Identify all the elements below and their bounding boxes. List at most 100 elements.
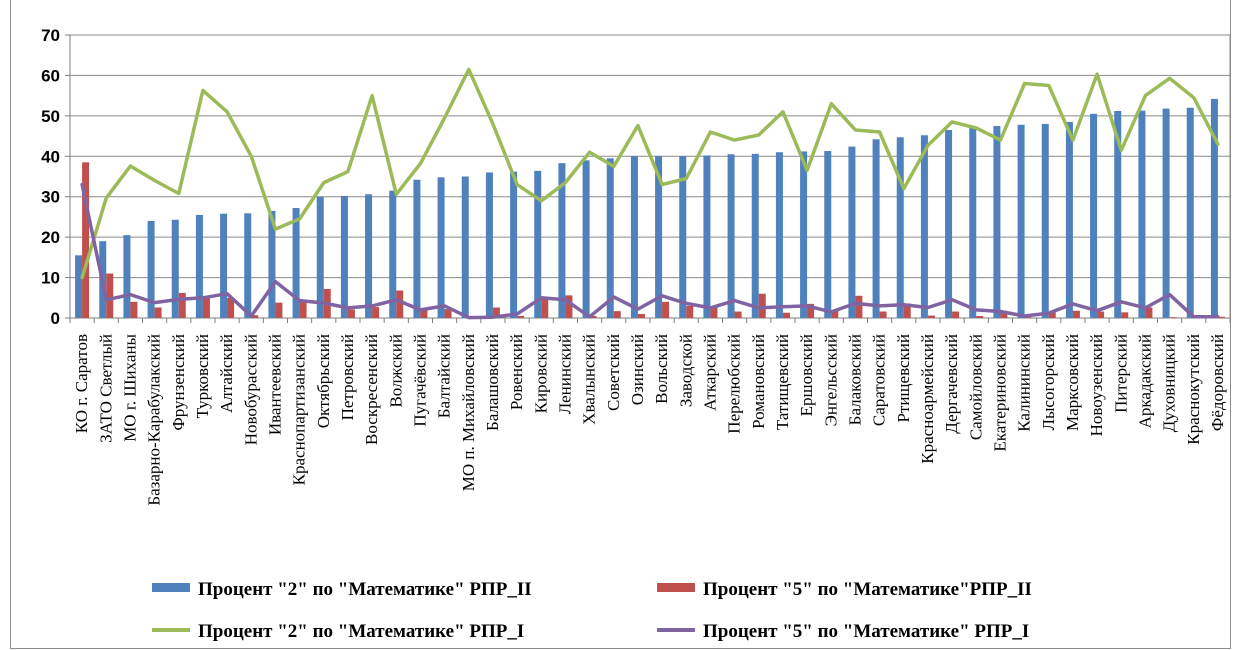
x-tick-label: ЗАТО Светлый: [96, 334, 115, 443]
bar-five-rpr2: [1024, 317, 1032, 318]
x-tick-label: Балаковский: [845, 334, 864, 425]
bar-two-rpr2: [244, 213, 252, 318]
bar-two-rpr2: [340, 195, 348, 318]
bar-two-rpr2: [365, 194, 373, 318]
bar-five-rpr2: [347, 309, 355, 318]
x-tick-label: Ленинский: [555, 334, 574, 414]
legend-label: Процент "5" по "Математике"РПР_II: [703, 579, 1032, 600]
x-tick-label: Татищевский: [773, 334, 792, 430]
legend-item-two-rpr1: Процент "2" по "Математике" РПР_I: [152, 621, 524, 642]
bar-five-rpr2: [517, 315, 525, 318]
bar-five-rpr2: [420, 308, 428, 318]
y-tick-label: 50: [41, 107, 60, 126]
bar-five-rpr2: [1048, 311, 1056, 318]
bar-two-rpr2: [1162, 108, 1170, 318]
bar-five-rpr2: [275, 302, 283, 318]
bar-five-rpr2: [637, 313, 645, 318]
x-tick-label: Ершовский: [797, 334, 816, 416]
bar-five-rpr2: [927, 315, 935, 318]
x-tick-label: Пугачёвский: [410, 334, 429, 427]
bar-five-rpr2: [1072, 310, 1080, 318]
y-tick-label: 20: [41, 228, 60, 247]
bar-five-rpr2: [782, 312, 790, 318]
x-tick-label: Краснокутский: [1184, 334, 1203, 445]
bar-two-rpr2: [461, 176, 469, 318]
x-tick-label: Самойловский: [966, 334, 985, 440]
x-tick-label: Красноармейский: [918, 334, 937, 464]
bar-five-rpr2: [686, 305, 694, 318]
bar-five-rpr2: [178, 292, 186, 318]
x-tick-label: Балтайский: [435, 334, 454, 418]
bar-five-rpr2: [130, 301, 138, 318]
x-tick-label: Советский: [604, 334, 623, 411]
x-tick-label: Балашовский: [483, 334, 502, 431]
bar-five-rpr2: [758, 293, 766, 318]
bar-five-rpr2: [202, 297, 210, 318]
y-tick-label: 60: [41, 66, 60, 85]
bar-five-rpr2: [855, 295, 863, 318]
x-tick-label: Аркадакский: [1135, 334, 1154, 428]
bar-two-rpr2: [896, 137, 904, 318]
bar-two-rpr2: [485, 172, 493, 318]
bar-two-rpr2: [123, 235, 131, 318]
bar-two-rpr2: [534, 170, 542, 318]
bar-five-rpr2: [976, 315, 984, 318]
bar-five-rpr2: [154, 307, 162, 318]
x-tick-label: Вольский: [652, 334, 671, 404]
bar-two-rpr2: [993, 125, 1001, 318]
bar-five-rpr2: [903, 303, 911, 318]
x-tick-label: Ивантеевский: [265, 334, 284, 435]
x-tick-label: Заводской: [676, 334, 695, 407]
legend-item-five-rpr1: Процент "5" по "Математике" РПР_I: [657, 621, 1029, 642]
bar-five-rpr2: [251, 315, 259, 318]
x-tick-label: Озинский: [628, 334, 647, 405]
bar-five-rpr2: [444, 309, 452, 318]
lines: [80, 67, 1220, 320]
x-tick-label: Перелюбский: [725, 334, 744, 434]
bar-two-rpr2: [848, 146, 856, 318]
bar-five-rpr2: [227, 297, 235, 318]
bar-two-rpr2: [220, 213, 228, 318]
bar-two-rpr2: [292, 208, 300, 318]
x-tick-label: КО г. Саратов: [72, 334, 91, 433]
bar-two-rpr2: [920, 135, 928, 318]
bar-five-rpr2: [807, 303, 815, 318]
line-five-rpr1: [80, 182, 1220, 320]
bar-two-rpr2: [727, 154, 735, 318]
x-tick-label: Фрунзенский: [169, 334, 188, 431]
bar-two-rpr2: [1138, 110, 1146, 318]
bar-five-rpr2: [879, 311, 887, 318]
x-tick-label: Алтайский: [217, 334, 236, 413]
bar-five-rpr2: [710, 306, 718, 318]
bar-two-rpr2: [1114, 111, 1122, 319]
bar-five-rpr2: [734, 311, 742, 318]
bar-five-rpr2: [1145, 307, 1153, 318]
y-tick-label: 0: [51, 309, 60, 328]
bar-two-rpr2: [872, 139, 880, 318]
bar-five-rpr2: [1097, 311, 1105, 318]
x-tick-label: Ртищевский: [894, 334, 913, 423]
bar-two-rpr2: [606, 158, 614, 318]
bar-five-rpr2: [565, 295, 573, 318]
y-tick-label: 70: [41, 26, 60, 45]
legend-swatch: [657, 583, 695, 592]
bar-two-rpr2: [1210, 98, 1218, 319]
x-tick-label: Питерский: [1111, 334, 1130, 413]
bar-five-rpr2: [1000, 312, 1008, 318]
bar-two-rpr2: [147, 220, 155, 318]
bar-five-rpr2: [82, 162, 90, 318]
x-tick-label: Духовницкий: [1160, 334, 1179, 432]
legend-swatch: [152, 583, 190, 592]
bar-two-rpr2: [630, 156, 638, 318]
bar-five-rpr2: [299, 301, 307, 318]
bar-two-rpr2: [510, 171, 518, 318]
x-tick-label: Октябрьский: [314, 334, 333, 428]
bar-two-rpr2: [268, 210, 276, 318]
x-axis-ticks: КО г. Саратов ЗАТО Светлый МО г. Шиханы Баз…: [72, 333, 1227, 505]
x-tick-label: МО г. Шиханы: [120, 333, 139, 441]
bar-two-rpr2: [171, 219, 179, 318]
bar-two-rpr2: [1090, 113, 1098, 318]
bar-two-rpr2: [679, 156, 687, 318]
x-tick-label: Турковский: [193, 334, 212, 418]
x-tick-label: Кировский: [531, 334, 550, 413]
